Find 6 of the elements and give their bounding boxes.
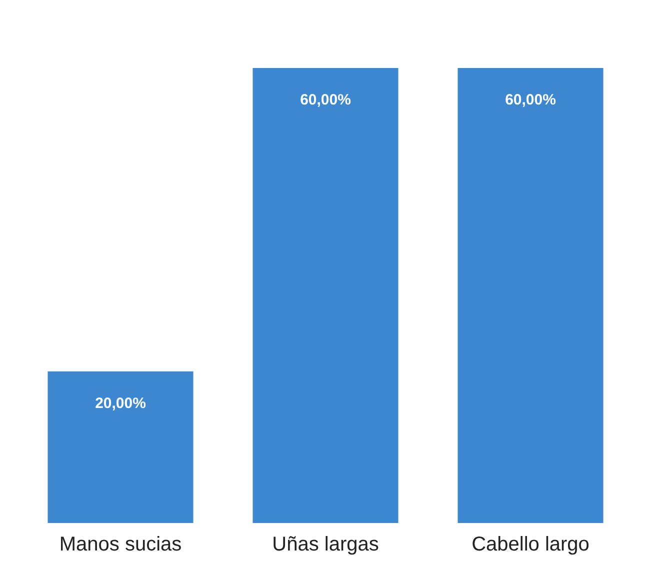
data-label: 60,00% [505,92,556,109]
x-tick-label: Manos sucias [59,534,182,556]
data-label: 60,00% [300,92,351,109]
data-label: 20,00% [95,394,146,412]
x-tick-label: Uñas largas [272,534,379,556]
x-tick-label: Cabello largo [472,534,590,556]
